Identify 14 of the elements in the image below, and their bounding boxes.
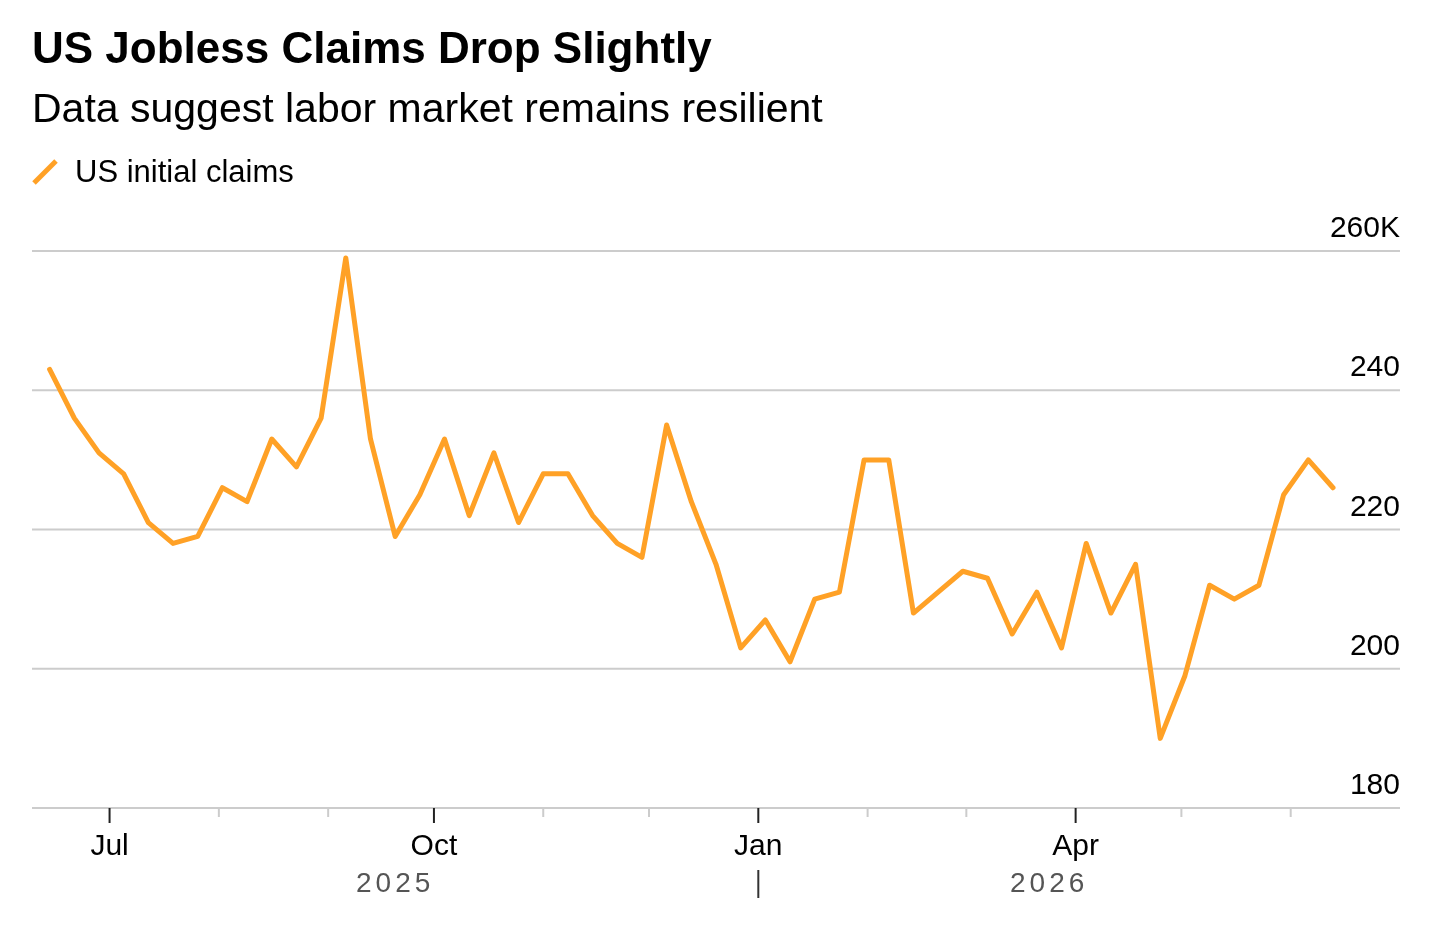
y-tick-label: 260K	[1329, 210, 1400, 243]
chart-title: US Jobless Claims Drop Slightly	[32, 23, 712, 72]
legend-label: US initial claims	[75, 154, 294, 190]
y-tick-label: 240	[1349, 349, 1400, 383]
x-tick-label: Jan	[734, 828, 783, 861]
text: 2025	[356, 867, 435, 898]
x-tick-label: Apr	[1052, 828, 1099, 861]
x-tick-label: Oct	[410, 828, 458, 861]
y-tick-label: 200	[1349, 627, 1400, 661]
y-tick-label: 180	[1349, 767, 1400, 800]
text: 2026	[1010, 867, 1089, 898]
y-tick-label: 220	[1349, 488, 1400, 522]
chart-subtitle: Data suggest labor market remains resilient	[32, 85, 823, 131]
x-tick-label: Jul	[90, 828, 129, 861]
